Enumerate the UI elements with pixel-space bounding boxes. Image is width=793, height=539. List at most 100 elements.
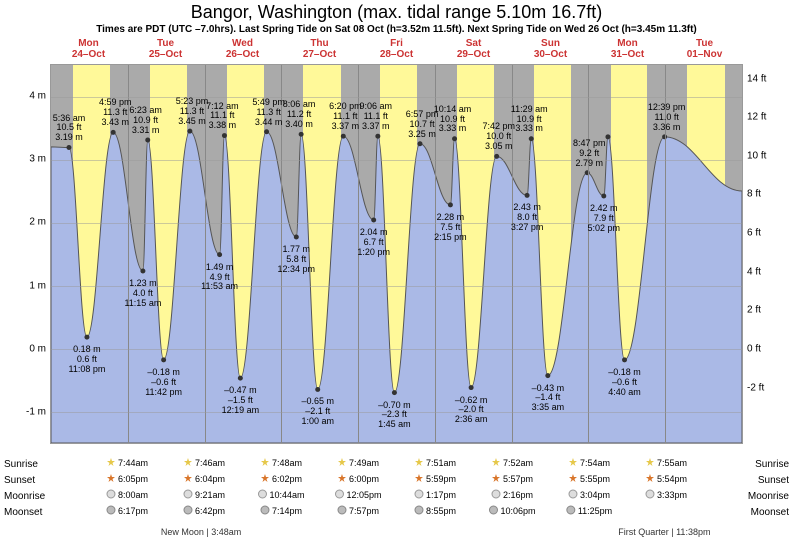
moonrise-icon [183,489,193,501]
moonset-item: 7:57pm [337,505,379,517]
moonset-icon [183,505,193,517]
moonset-time: 6:42pm [195,506,225,516]
moonrise-item: 1:17pm [414,489,456,501]
sunset-icon [183,473,193,485]
sunset-icon [645,473,655,485]
tide-label: 5:36 am10.5 ft3.19 m [53,113,86,143]
moonrise-time: 9:21am [195,490,225,500]
ytick-right: 6 ft [747,228,761,239]
ytick-right: 12 ft [747,112,766,123]
y-axis-left: -1 m0 m1 m2 m3 m4 m [20,64,48,444]
sunrise-time: 7:51am [426,458,456,468]
date-header: Wed26–Oct [204,38,281,64]
tide-label: 2.42 m7.9 ft5:02 pm [588,204,621,234]
sunrise-item: 7:48am [260,457,302,469]
sunrise-item: 7:51am [414,457,456,469]
moonrise-icon [414,489,424,501]
moonrise-item: 3:04pm [568,489,610,501]
moonset-item: 7:14pm [260,505,302,517]
date-header: Fri28–Oct [358,38,435,64]
ytick-left: 0 m [29,344,46,355]
moonset-time: 7:14pm [272,506,302,516]
sunrise-item: 7:49am [337,457,379,469]
tide-label: 7:12 am11.1 ft3.38 m [206,101,239,131]
sun-labels-right: SunriseSunsetMoonriseMoonset [748,457,789,521]
sun-label: Sunset [4,473,45,489]
tide-label: 6:23 am10.9 ft3.31 m [129,106,162,136]
date-header: Tue25–Oct [127,38,204,64]
tide-label: –0.62 m–2.0 ft2:36 am [455,396,488,426]
tide-chart: Bangor, Washington (max. tidal range 5.1… [0,0,793,539]
moonrise-icon [106,489,116,501]
sunset-row: 6:05pm6:04pm6:02pm6:00pm5:59pm5:57pm5:55… [50,473,743,489]
moonrise-item: 2:16pm [491,489,533,501]
ytick-left: 2 m [29,217,46,228]
moonset-item: 10:06pm [488,505,535,517]
sunrise-time: 7:54am [580,458,610,468]
moonrise-item: 9:21am [183,489,225,501]
sunrise-icon [337,457,347,469]
ytick-right: 8 ft [747,189,761,200]
tide-label: –0.70 m–2.3 ft1:45 am [378,401,411,431]
sun-moon-block: SunriseSunsetMoonriseMoonset SunriseSuns… [0,444,793,539]
sunrise-item: 7:52am [491,457,533,469]
moonrise-icon [645,489,655,501]
moonset-icon [260,505,270,517]
sun-label: Moonset [748,505,789,521]
moonset-item: 11:25pm [566,505,612,517]
date-header: Tue01–Nov [666,38,743,64]
sun-label: Moonset [4,505,45,521]
ytick-left: 3 m [29,154,46,165]
moonrise-icon [568,489,578,501]
date-headers: Mon24–OctTue25–OctWed26–OctThu27–OctFri2… [50,38,743,64]
moonset-item: 6:17pm [106,505,148,517]
sunset-icon [337,473,347,485]
moonrise-item: 10:44am [257,489,304,501]
sunset-time: 6:00pm [349,474,379,484]
moonset-time: 8:55pm [426,506,456,516]
sunset-time: 5:59pm [426,474,456,484]
chart-subtitle: Times are PDT (UTC –7.0hrs). Last Spring… [0,24,793,35]
moonrise-icon [257,489,267,501]
tide-label: 2.28 m7.5 ft2:15 pm [434,213,467,243]
sunset-icon [491,473,501,485]
chart-title: Bangor, Washington (max. tidal range 5.1… [0,2,793,23]
moonrise-item: 3:33pm [645,489,687,501]
sunrise-icon [260,457,270,469]
sunrise-icon [183,457,193,469]
tide-label: 0.18 m0.6 ft11:08 pm [68,345,105,375]
moonset-item: 8:55pm [414,505,456,517]
date-header: Mon31–Oct [589,38,666,64]
sunset-icon [568,473,578,485]
tide-label: –0.65 m–2.1 ft1:00 am [301,397,334,427]
moonset-icon [414,505,424,517]
tide-label: 6:20 pm11.1 ft3.37 m [329,102,362,132]
ytick-right: 4 ft [747,266,761,277]
sunset-item: 6:02pm [260,473,302,485]
sunrise-item: 7:55am [645,457,687,469]
moonset-icon [337,505,347,517]
moonset-time: 10:06pm [500,506,535,516]
sunset-time: 5:54pm [657,474,687,484]
sunset-icon [106,473,116,485]
sunset-item: 6:05pm [106,473,148,485]
sun-label: Sunset [748,473,789,489]
sunset-item: 5:57pm [491,473,533,485]
sunset-time: 6:02pm [272,474,302,484]
ytick-right: 0 ft [747,344,761,355]
sunrise-item: 7:46am [183,457,225,469]
tide-label: 9:06 am11.1 ft3.37 m [360,102,393,132]
moonrise-time: 3:04pm [580,490,610,500]
sunset-item: 5:59pm [414,473,456,485]
sunset-item: 6:04pm [183,473,225,485]
ytick-right: -2 ft [747,382,764,393]
moonrise-time: 2:16pm [503,490,533,500]
tide-label: 1.77 m5.8 ft12:34 pm [278,245,316,275]
tide-label: 2.43 m8.0 ft3:27 pm [511,203,544,233]
sunrise-time: 7:46am [195,458,225,468]
moonrise-item: 12:05pm [334,489,381,501]
date-header: Thu27–Oct [281,38,358,64]
sunset-item: 5:54pm [645,473,687,485]
moonrise-icon [334,489,344,501]
sunrise-item: 7:54am [568,457,610,469]
